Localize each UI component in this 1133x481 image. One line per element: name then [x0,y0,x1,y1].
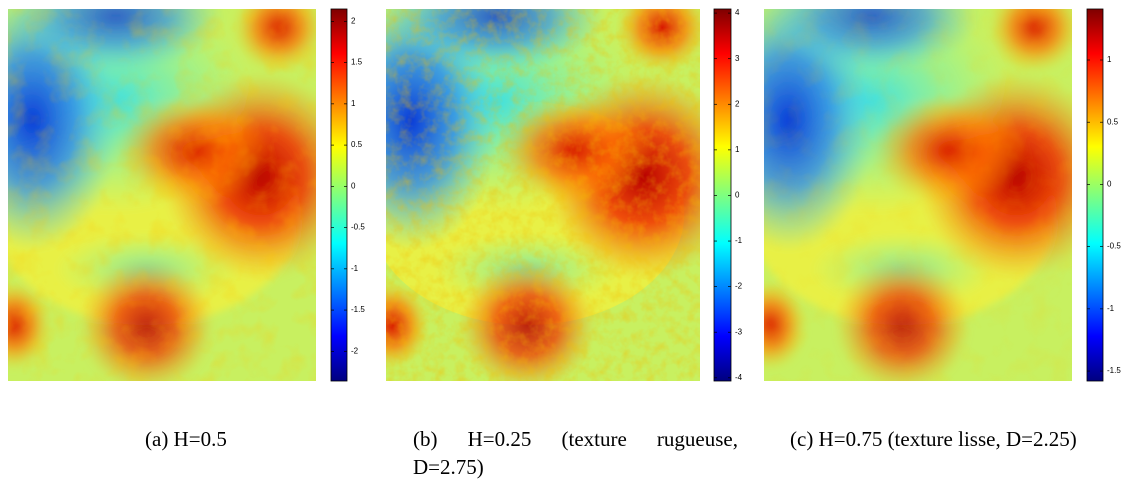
tick-label: 3 [735,54,740,63]
tick-label: -1.5 [351,305,365,314]
tick-label: 0 [1107,180,1112,189]
tick-label: 4 [735,8,740,17]
colorbar [1086,8,1104,382]
tick-label: 2 [735,99,740,108]
heatmap [386,9,700,381]
tick-label: 0.5 [351,140,363,149]
tick-label: -3 [735,327,743,336]
caption: (a) H=0.5 [145,427,227,451]
tick-label: 0 [735,191,740,200]
tick-label: 0 [351,181,356,190]
tick-label: 1 [1107,55,1112,64]
colorbar [330,8,348,382]
tick-label: 1 [735,145,740,154]
tick-label: -0.5 [351,223,365,232]
tick-label: -1 [351,264,359,273]
tick-label: -2 [351,346,359,355]
heatmap [764,9,1072,381]
tick-label: 2 [351,16,356,25]
tick-label: -0.5 [1107,242,1121,251]
caption: (b) H=0.25 (texture rugueuse, D=2.75) [413,427,738,479]
colorbar [713,8,732,382]
tick-label: -2 [735,282,743,291]
tick-label: -1 [1107,304,1115,313]
tick-label: -4 [735,373,743,382]
heatmap [8,9,316,381]
tick-label: 1.5 [351,58,363,67]
tick-label: 0.5 [1107,117,1119,126]
caption: (c) H=0.75 (texture lisse, D=2.25) [790,427,1077,451]
tick-label: -1 [735,236,743,245]
tick-label: 1 [351,99,356,108]
tick-label: -1.5 [1107,366,1121,375]
